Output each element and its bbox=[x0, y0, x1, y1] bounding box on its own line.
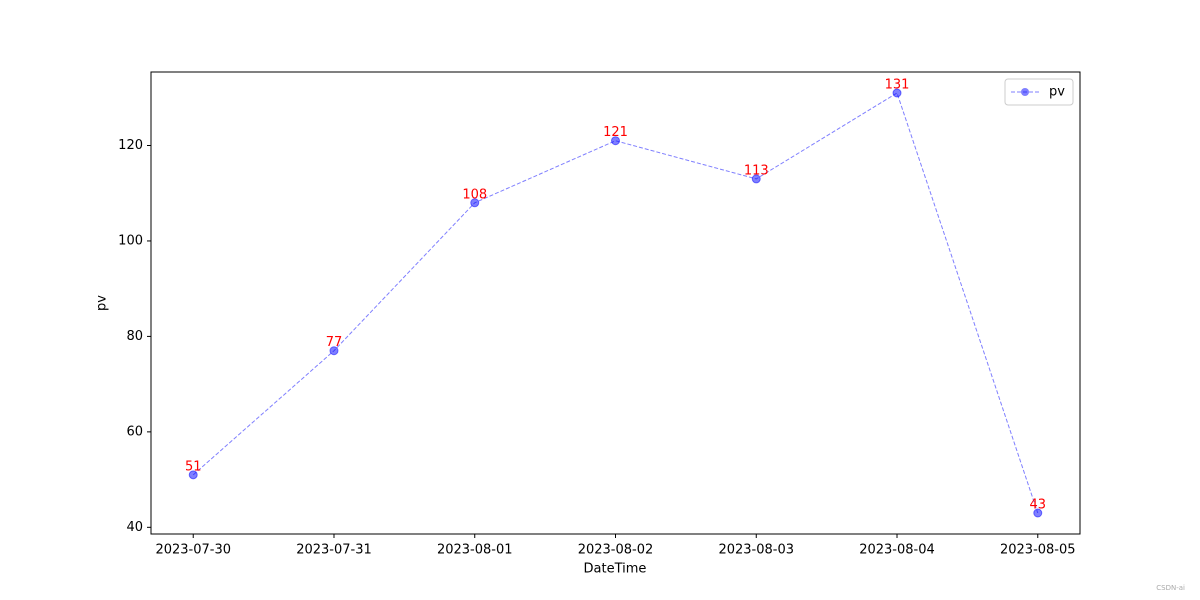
point bbox=[329, 346, 339, 356]
watermark: CSDN-ai bbox=[1156, 584, 1185, 592]
y-tick-label: 80 bbox=[126, 329, 143, 344]
point bbox=[188, 470, 198, 480]
point bbox=[1033, 508, 1043, 518]
x-tick-label: 2023-08-05 bbox=[1000, 543, 1076, 558]
legend-marker bbox=[1021, 88, 1029, 96]
data-label: 43 bbox=[1029, 498, 1046, 513]
x-tick-label: 2023-08-03 bbox=[718, 543, 794, 558]
line bbox=[192, 92, 1039, 514]
data-label: 113 bbox=[744, 163, 769, 178]
y-tick-label: 60 bbox=[126, 424, 143, 439]
point bbox=[892, 88, 902, 98]
x-tick-label: 2023-07-31 bbox=[296, 543, 372, 558]
legend-label: pv bbox=[1049, 85, 1065, 100]
data-label: 77 bbox=[326, 335, 343, 350]
y-axis-label: pv bbox=[95, 295, 110, 311]
point bbox=[751, 174, 761, 184]
data-label: 108 bbox=[462, 187, 487, 202]
point bbox=[611, 136, 620, 146]
point bbox=[470, 198, 480, 208]
data-label: 131 bbox=[885, 78, 910, 93]
x-tick-label: 2023-08-01 bbox=[437, 543, 513, 558]
x-tick-label: 2023-08-02 bbox=[578, 543, 654, 558]
y-tick-label: 40 bbox=[126, 520, 143, 535]
x-axis-label: DateTime bbox=[584, 562, 647, 577]
data-label: 51 bbox=[185, 459, 202, 474]
data-label: 121 bbox=[603, 125, 628, 140]
x-tick-label: 2023-08-04 bbox=[859, 543, 935, 558]
y-tick-label: 100 bbox=[118, 233, 143, 248]
x-tick-label: 2023-07-30 bbox=[155, 543, 231, 558]
y-tick-label: 120 bbox=[118, 138, 143, 153]
